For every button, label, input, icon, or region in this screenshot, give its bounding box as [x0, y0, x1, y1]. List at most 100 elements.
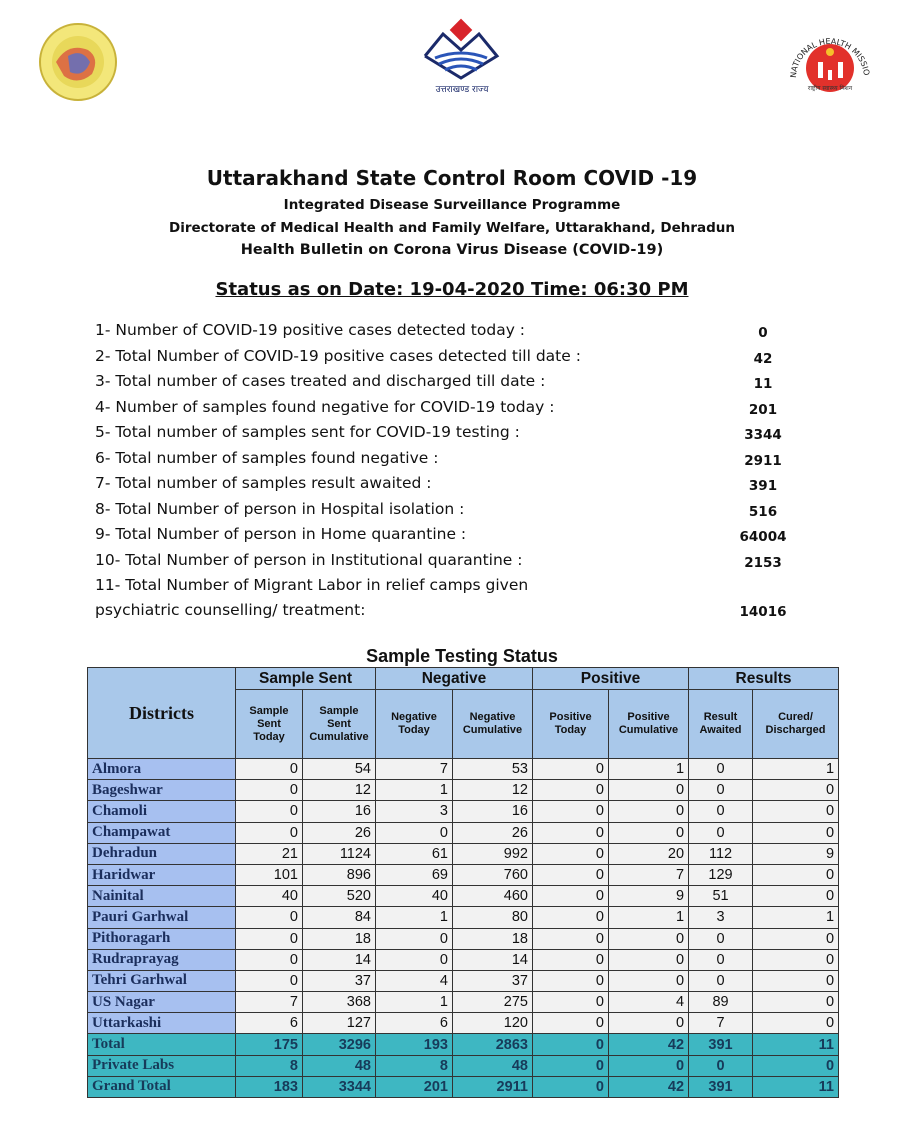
table-cell: 1 [375, 779, 453, 802]
table-cell: 0 [532, 927, 609, 950]
table-cell: 0 [235, 927, 303, 950]
district-name: Rudraprayag [87, 948, 236, 971]
subtitle: Integrated Disease Surveillance Programm… [283, 197, 621, 213]
table-cell: 120 [452, 1012, 533, 1035]
district-name: Chamoli [87, 800, 236, 823]
bulletin-title: Health Bulletin on Corona Virus Disease … [240, 242, 664, 258]
summary-label: 5- Total number of samples sent for COVI… [95, 423, 520, 441]
table-cell: 0 [235, 969, 303, 993]
table-cell: 84 [302, 906, 376, 929]
table-cell: 7 [235, 991, 303, 1014]
table-cell: 48 [302, 1054, 376, 1077]
district-name: Uttarkashi [87, 1012, 236, 1035]
summary-label: 7- Total number of samples result awaite… [95, 474, 432, 492]
table-cell: 51 [688, 885, 754, 908]
page-title: Uttarakhand State Control Room COVID -19 [206, 166, 698, 190]
summary-value: 0 [758, 325, 768, 341]
table-title: Sample Testing Status [366, 646, 558, 666]
table-cell: 21 [235, 842, 303, 865]
summary-list: 1- Number of COVID-19 positive cases det… [95, 318, 795, 623]
table-cell: 520 [302, 885, 376, 908]
district-name: Nainital [87, 885, 236, 908]
table-cell: 0 [688, 757, 754, 781]
table-cell: 0 [688, 1054, 754, 1077]
summary-item: 8- Total Number of person in Hospital is… [95, 497, 795, 523]
table-row: Pauri Garhwal 0 84 1 80 0 1 3 1 [87, 906, 840, 929]
total-row: Grand Total 183 3344 201 2911 0 42 391 11 [87, 1075, 840, 1099]
table-cell: 0 [607, 779, 690, 802]
summary-item: 10- Total Number of person in Institutio… [95, 548, 795, 574]
table-cell: 12 [302, 779, 376, 802]
table-cell: 1 [752, 757, 840, 781]
table-cell: 760 [452, 863, 533, 887]
table-cell: 0 [532, 1012, 609, 1035]
district-name: Bageshwar [87, 779, 236, 802]
table-cell: 0 [688, 800, 754, 823]
table-cell: 4 [607, 991, 690, 1014]
table-cell: 391 [688, 1075, 754, 1099]
table-cell: 0 [375, 821, 453, 844]
emblem-caption: उत्तराखण्ड राज्य [435, 85, 489, 95]
table-cell: 0 [752, 1012, 840, 1035]
summary-item: 2- Total Number of COVID-19 positive cas… [95, 344, 795, 370]
table-cell: 0 [532, 1054, 609, 1077]
table-cell: 1 [375, 991, 453, 1014]
table-cell: 0 [752, 1054, 840, 1077]
table-row: Rudraprayag 0 14 0 14 0 0 0 0 [87, 948, 840, 971]
column-header: Cured/ Discharged [752, 689, 840, 759]
table-cell: 80 [452, 906, 533, 929]
summary-value: 11 [753, 376, 773, 392]
table-cell: 14 [302, 948, 376, 971]
summary-item: 1- Number of COVID-19 positive cases det… [95, 318, 795, 344]
table-cell: 201 [375, 1075, 453, 1099]
sample-testing-table: Districts Sample Sent Negative Positive … [87, 667, 840, 1099]
table-cell: 368 [302, 991, 376, 1014]
table-cell: 54 [302, 757, 376, 781]
table-cell: 0 [235, 948, 303, 971]
summary-label: 6- Total number of samples found negativ… [95, 448, 439, 467]
table-cell: 0 [532, 757, 609, 781]
summary-value: 201 [748, 401, 778, 418]
summary-label: 11- Total Number of Migrant Labor in rel… [95, 576, 529, 619]
table-cell: 0 [235, 821, 303, 844]
table-cell: 14 [452, 948, 533, 971]
column-header: Sample Sent Cumulative [302, 689, 376, 759]
table-cell: 18 [302, 927, 376, 950]
table-cell: 53 [452, 757, 533, 781]
table-cell: 193 [375, 1033, 453, 1056]
table-cell: 7 [375, 757, 453, 781]
table-cell: 0 [688, 969, 754, 993]
table-cell: 8 [235, 1054, 303, 1077]
table-cell: 6 [235, 1012, 303, 1035]
table-row: Haridwar 101 896 69 760 0 7 129 0 [87, 863, 840, 887]
table-cell: 0 [752, 800, 840, 823]
column-header: Positive Today [532, 689, 609, 759]
summary-label: 9- Total Number of person in Home quaran… [95, 525, 467, 543]
district-name: Pauri Garhwal [87, 906, 236, 929]
summary-value: 14016 [739, 604, 787, 620]
table-cell: 2863 [452, 1033, 533, 1056]
table-cell: 0 [688, 779, 754, 802]
group-header: Sample Sent [235, 667, 376, 690]
table-cell: 0 [607, 927, 690, 950]
table-cell: 0 [752, 863, 840, 887]
table-cell: 2911 [452, 1075, 533, 1099]
table-cell: 183 [235, 1075, 303, 1099]
table-cell: 896 [302, 863, 376, 887]
district-name: Champawat [87, 821, 236, 844]
summary-value: 516 [748, 503, 778, 520]
table-row: Chamoli 0 16 3 16 0 0 0 0 [87, 800, 840, 823]
table-cell: 0 [532, 863, 609, 887]
uttarakhand-emblem [423, 18, 500, 80]
table-cell: 0 [235, 800, 303, 823]
table-cell: 0 [607, 1012, 690, 1035]
table-cell: 0 [607, 821, 690, 844]
districts-header: Districts [87, 667, 236, 759]
table-cell: 0 [235, 757, 303, 781]
table-cell: 0 [607, 800, 690, 823]
column-header: Result Awaited [688, 689, 754, 759]
table-cell: 0 [235, 779, 303, 802]
table-cell: 0 [532, 948, 609, 971]
district-name: Pithoragarh [87, 927, 236, 950]
table-cell: 0 [752, 948, 840, 971]
